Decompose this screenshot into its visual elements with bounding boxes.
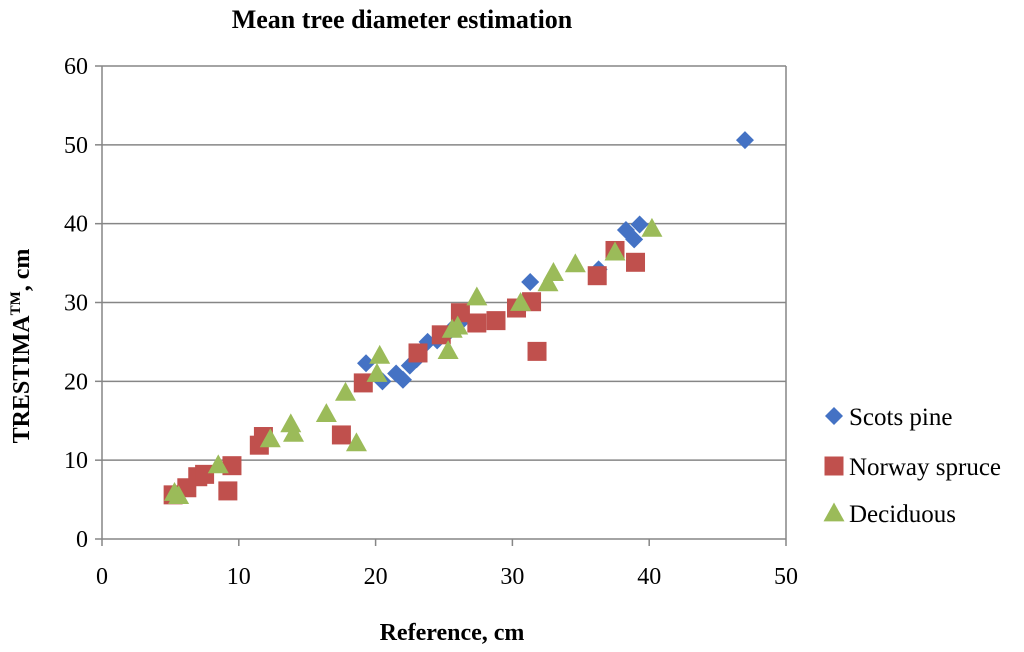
data-point: [450, 303, 470, 323]
data-point: [353, 373, 373, 393]
chart-title: Mean tree diameter estimation: [232, 5, 573, 34]
x-axis-title: Reference, cm: [380, 620, 525, 646]
data-point: [393, 370, 412, 389]
data-point: [195, 464, 215, 484]
x-tick-label-40: 40: [637, 564, 661, 590]
y-axis-title-sup: TM: [8, 291, 24, 315]
data-point: [315, 403, 337, 423]
data-point: [564, 253, 586, 273]
data-point: [466, 286, 488, 306]
legend: Scots pine Norway spruce Deciduous: [823, 404, 1001, 528]
y-axis-title-main: TRESTIMA: [9, 315, 35, 444]
x-tick-label-30: 30: [500, 564, 524, 590]
data-point: [335, 381, 357, 401]
data-point: [207, 454, 229, 474]
data-point: [369, 344, 391, 364]
y-tick-label-10: 10: [64, 448, 88, 474]
y-tick-label-40: 40: [64, 212, 88, 238]
data-points: [163, 131, 754, 505]
x-tick-label-50: 50: [774, 564, 798, 590]
y-tick-label-50: 50: [64, 133, 88, 159]
data-point: [331, 425, 351, 445]
legend-label: Norway spruce: [849, 454, 1001, 481]
data-point: [366, 362, 388, 382]
x-tick-label-10: 10: [227, 564, 251, 590]
data-point: [735, 131, 754, 150]
data-point: [408, 343, 428, 363]
x-tick-label-0: 0: [96, 564, 108, 590]
data-point: [521, 273, 540, 292]
data-point: [222, 456, 242, 476]
legend-marker-square: [824, 456, 844, 476]
data-point: [542, 262, 564, 281]
data-point: [357, 354, 376, 373]
data-point: [510, 292, 532, 311]
data-point: [437, 340, 459, 359]
data-point: [527, 341, 547, 361]
data-point: [283, 422, 305, 442]
series-deciduous: [164, 217, 663, 505]
gridlines: [102, 65, 786, 461]
data-point: [218, 481, 238, 501]
y-tick-label-0: 0: [76, 527, 88, 553]
data-point: [604, 241, 626, 261]
data-point: [168, 485, 190, 505]
legend-marker-diamond: [825, 407, 843, 425]
data-point: [447, 315, 469, 335]
data-point: [345, 432, 367, 452]
y-axis-title-suffix: , cm: [9, 249, 35, 292]
tick-labels: 0 10 20 30 40 50 60 0 10 20 30 40 50: [64, 54, 798, 590]
legend-item: Norway spruce: [824, 454, 1001, 481]
data-point: [630, 215, 649, 234]
legend-item: Deciduous: [823, 501, 956, 528]
legend-label: Scots pine: [849, 404, 952, 431]
y-tick-label-30: 30: [64, 291, 88, 317]
legend-label: Deciduous: [849, 501, 956, 528]
data-point: [626, 252, 646, 272]
y-axis-title: TRESTIMATM, cm: [8, 249, 35, 444]
data-point: [486, 311, 506, 331]
data-point: [259, 428, 281, 448]
legend-item: Scots pine: [825, 404, 952, 431]
x-tick-label-20: 20: [364, 564, 388, 590]
legend-marker-triangle: [823, 502, 845, 522]
data-point: [467, 313, 487, 333]
data-point: [537, 272, 559, 292]
y-tick-label-60: 60: [64, 54, 88, 80]
data-point: [587, 266, 607, 286]
data-point: [641, 217, 663, 237]
y-tick-label-20: 20: [64, 369, 88, 395]
axes: [95, 65, 787, 546]
data-point: [625, 230, 644, 249]
